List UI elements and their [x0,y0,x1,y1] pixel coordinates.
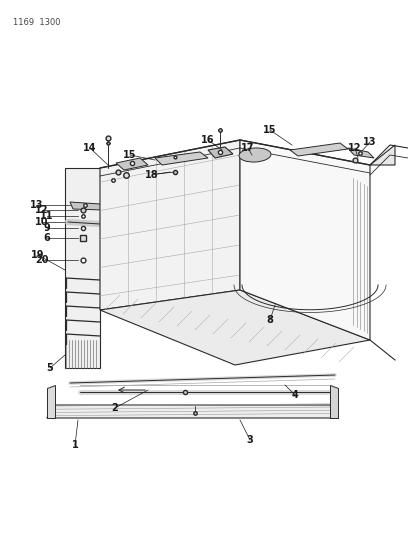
Polygon shape [290,143,348,156]
Text: 13: 13 [363,137,377,147]
Ellipse shape [239,148,271,162]
Text: 15: 15 [263,125,277,135]
Polygon shape [100,140,240,310]
Text: 6: 6 [44,233,50,243]
Polygon shape [100,290,370,365]
Text: 14: 14 [83,143,97,153]
Polygon shape [330,385,338,418]
Polygon shape [208,147,233,158]
Text: 15: 15 [123,150,137,160]
Polygon shape [70,202,103,210]
Polygon shape [47,385,55,418]
Text: 8: 8 [266,315,273,325]
Polygon shape [155,152,208,165]
Text: 18: 18 [145,170,159,180]
Text: 12: 12 [35,205,49,215]
Text: 1169  1300: 1169 1300 [13,18,60,27]
Text: 19: 19 [31,250,45,260]
Polygon shape [348,148,374,158]
Text: 10: 10 [35,217,49,227]
Polygon shape [240,140,370,340]
Polygon shape [370,145,395,165]
Text: 17: 17 [241,143,255,153]
Polygon shape [65,168,100,368]
Text: 16: 16 [201,135,215,145]
Text: 12: 12 [348,143,362,153]
Polygon shape [116,158,148,170]
Text: 11: 11 [40,211,54,221]
Text: 5: 5 [47,363,53,373]
Text: 2: 2 [112,403,118,413]
Text: 4: 4 [292,390,298,400]
Polygon shape [47,405,338,418]
Text: 13: 13 [30,200,44,210]
Text: 3: 3 [246,435,253,445]
Text: 9: 9 [44,223,50,233]
Text: 1: 1 [72,440,78,450]
Text: 20: 20 [35,255,49,265]
